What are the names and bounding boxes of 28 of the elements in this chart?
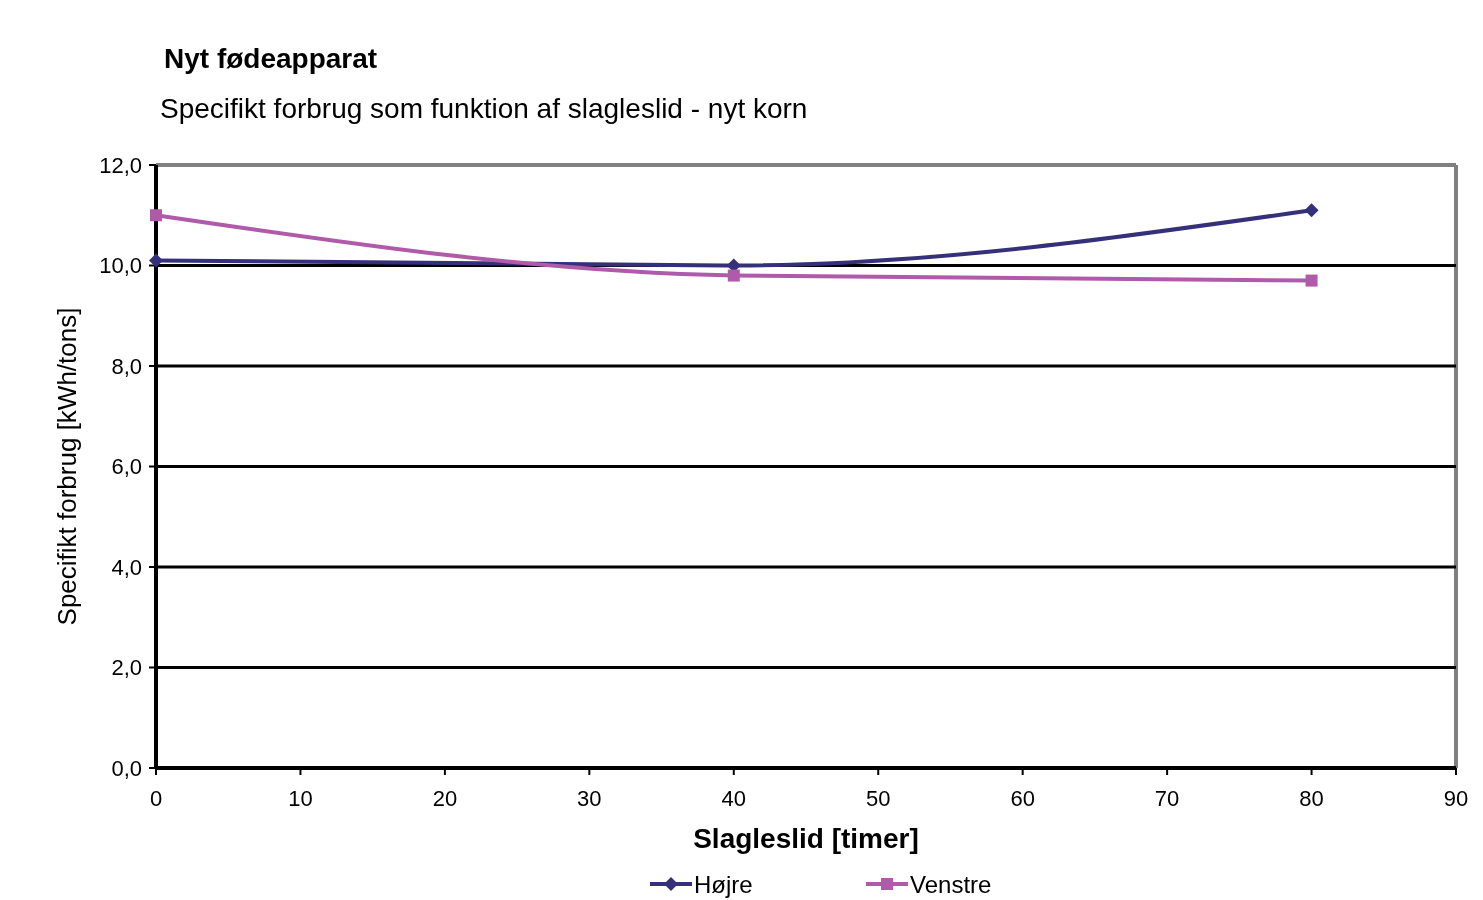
y-tick-label: 2,0	[111, 655, 142, 681]
y-tick-label: 12,0	[99, 152, 142, 178]
x-tick-label: 10	[288, 786, 313, 811]
x-axis-title: Slagleslid [timer]	[693, 823, 919, 854]
legend-label: Venstre	[910, 871, 992, 898]
x-tick-label: 20	[432, 786, 458, 811]
y-tick-label: 8,0	[111, 353, 142, 379]
y-tick-label: 4,0	[111, 554, 142, 580]
x-tick-label: 70	[1154, 786, 1180, 811]
x-tick-label: 80	[1299, 786, 1324, 811]
legend-label: Højre	[694, 871, 753, 898]
x-tick-label: 40	[721, 786, 747, 811]
point	[727, 269, 740, 282]
chart-title: Nyt fødeapparat	[164, 43, 378, 74]
x-tick-label: 0	[149, 786, 163, 811]
point	[1304, 203, 1319, 218]
point	[150, 209, 162, 222]
chart-subtitle: Specifikt forbrug som funktion af slagleslid - nyt korn	[160, 93, 808, 124]
x-tick-label: 50	[865, 786, 891, 811]
y-axis-title: Specifikt forbrug [kWh/tons]	[52, 307, 82, 626]
y-tick-label: 6,0	[111, 454, 142, 480]
point	[149, 253, 163, 268]
x-tick-label: 90	[1443, 786, 1469, 811]
point	[1305, 274, 1318, 287]
x-tick-label: 30	[577, 786, 602, 811]
y-tick-label: 10,0	[99, 253, 142, 279]
x-tick-label: 60	[1010, 786, 1035, 811]
y-tick-label: 0,0	[111, 755, 142, 781]
